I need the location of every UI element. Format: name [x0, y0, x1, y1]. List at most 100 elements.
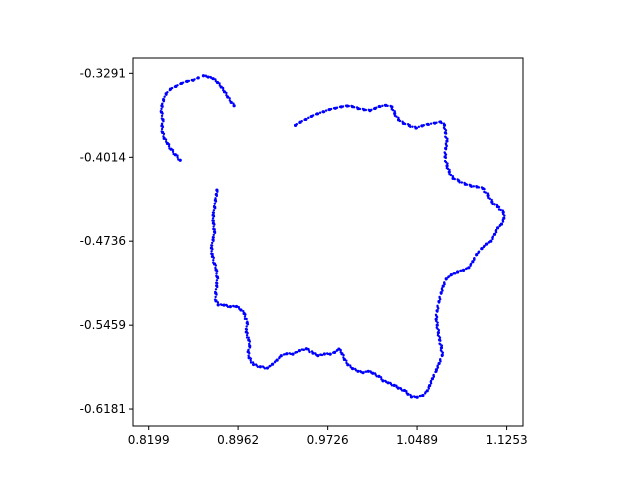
scatter-point: [214, 299, 218, 303]
scatter-point: [162, 132, 166, 136]
scatter-point: [229, 100, 233, 104]
x-tick-label: 0.8199: [128, 433, 170, 447]
scatter-point: [381, 379, 385, 383]
scatter-point: [216, 301, 220, 304]
y-tick: -0.6181: [80, 402, 133, 416]
scatter-point: [275, 358, 279, 362]
scatter-point: [332, 106, 336, 110]
scatter-point: [289, 352, 292, 356]
scatter-point: [216, 190, 219, 193]
scatter-point: [397, 116, 400, 119]
scatter-point: [389, 104, 392, 108]
scatter-point: [430, 377, 435, 381]
scatter-point: [444, 135, 447, 138]
scatter-point: [350, 104, 353, 108]
scatter-point: [161, 112, 164, 115]
scatter-point: [435, 326, 438, 329]
scatter-point: [328, 352, 332, 356]
x-tick: 1.0489: [396, 426, 438, 447]
scatter-point: [212, 239, 215, 243]
scatter-point: [432, 373, 435, 377]
scatter-point: [495, 203, 499, 207]
scatter-point: [210, 241, 214, 245]
scatter-point: [171, 148, 175, 152]
scatter-point: [451, 176, 455, 180]
scatter-point: [249, 357, 253, 360]
scatter-point: [443, 151, 446, 154]
y-tick-label: -0.4014: [80, 150, 126, 164]
scatter-point: [213, 223, 216, 226]
scatter-point: [440, 353, 444, 357]
scatter-point: [211, 217, 215, 220]
scatter-point: [163, 95, 166, 98]
scatter-point: [161, 105, 164, 109]
scatter-point: [160, 127, 164, 131]
scatter-point: [298, 121, 301, 124]
scatter-point: [215, 293, 218, 296]
scatter-point: [436, 304, 439, 308]
scatter-point: [162, 120, 165, 123]
scatter-point: [361, 107, 365, 111]
scatter-point: [444, 277, 448, 281]
scatter-point: [322, 352, 326, 356]
scatter-point: [216, 270, 219, 273]
scatter-point: [218, 82, 221, 85]
scatter-point: [285, 352, 289, 356]
scatter-point: [242, 309, 245, 313]
scatter-point: [293, 123, 298, 127]
scatter-point: [162, 100, 166, 103]
scatter-point: [303, 118, 306, 122]
scatter-point: [475, 253, 479, 257]
scatter-point: [246, 323, 250, 326]
scatter-point: [390, 108, 394, 111]
scatter-point: [463, 181, 466, 185]
scatter-point: [497, 208, 501, 211]
scatter-point: [206, 75, 210, 79]
scatter-point: [215, 279, 219, 282]
scatter-point: [176, 154, 179, 157]
scatter-point: [480, 186, 484, 189]
scatter-point: [480, 247, 484, 251]
scatter-point: [425, 123, 428, 126]
y-tick-label: -0.4736: [80, 234, 126, 248]
scatter-point: [435, 323, 439, 327]
scatter-point: [161, 125, 165, 129]
scatter-point: [495, 226, 500, 230]
scatter-point: [361, 371, 365, 375]
scatter-point: [263, 367, 267, 370]
scatter-point: [400, 389, 404, 392]
scatter-point: [420, 124, 423, 128]
scatter-point: [443, 281, 446, 284]
scatter-point: [486, 193, 490, 198]
scatter-point: [233, 305, 236, 308]
scatter-point: [245, 325, 248, 328]
scatter-point: [401, 120, 404, 123]
scatter-point: [490, 200, 494, 204]
scatter-point: [212, 219, 215, 222]
scatter-point: [371, 371, 375, 375]
scatter-point: [232, 102, 235, 105]
scatter-point: [396, 118, 401, 122]
scatter-point: [494, 228, 498, 232]
scatter-point: [342, 357, 347, 362]
scatter-point: [308, 350, 311, 354]
scatter-points: [159, 74, 506, 399]
scatter-point: [443, 155, 447, 159]
scatter-point: [451, 175, 455, 178]
scatter-point: [213, 228, 216, 231]
scatter-point: [249, 359, 252, 362]
scatter-point: [415, 395, 419, 399]
scatter-point: [456, 270, 460, 274]
scatter-point: [381, 104, 384, 108]
scatter-point: [492, 232, 497, 236]
scatter-point: [346, 363, 350, 367]
scatter-point: [393, 114, 397, 117]
scatter-point: [434, 368, 438, 372]
scatter-point: [211, 252, 214, 256]
scatter-point: [409, 395, 414, 399]
scatter-point: [165, 93, 168, 96]
scatter-point: [176, 156, 179, 159]
scatter-point: [212, 233, 215, 237]
scatter-point: [216, 281, 219, 285]
scatter-point: [432, 121, 436, 125]
